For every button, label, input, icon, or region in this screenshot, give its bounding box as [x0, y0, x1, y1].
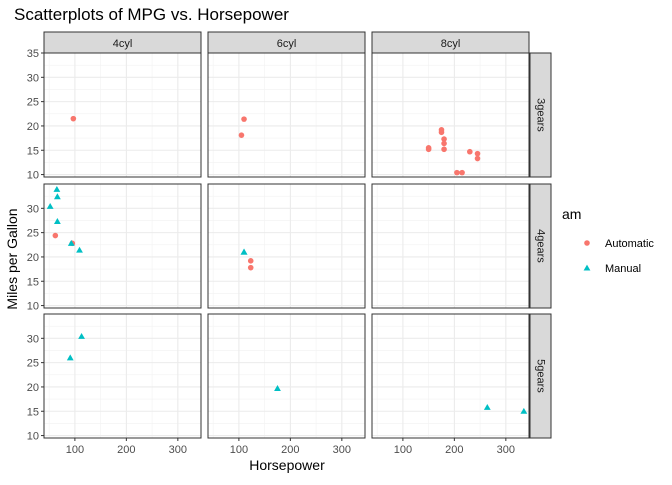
- panel-background: [208, 53, 365, 177]
- y-tick-label: 35: [27, 48, 39, 60]
- x-tick-label: 200: [445, 444, 463, 456]
- panel-background: [44, 314, 201, 438]
- y-tick-label: 20: [27, 121, 39, 133]
- facet-strip-col-label: 8cyl: [441, 38, 461, 50]
- y-tick-label: 25: [27, 358, 39, 370]
- y-tick-label: 25: [27, 228, 39, 240]
- panel-background: [44, 184, 201, 308]
- facet-strip-row: [529, 313, 552, 439]
- panel-background: [208, 314, 365, 438]
- data-point-manual: [520, 407, 528, 414]
- data-point-automatic: [474, 150, 481, 157]
- panel-background: [372, 53, 529, 177]
- panel-border: [371, 313, 530, 439]
- x-tick-label: 100: [230, 444, 248, 456]
- facet-strip-col-label: 4cyl: [113, 38, 133, 50]
- legend-label-manual: Manual: [605, 263, 641, 275]
- x-tick-label: 100: [66, 444, 84, 456]
- x-tick-label: 300: [333, 444, 351, 456]
- facet-strip-row: [529, 183, 552, 309]
- y-tick-label: 20: [27, 252, 39, 264]
- facet-strip-row: [529, 52, 552, 178]
- data-point-manual: [53, 185, 61, 192]
- data-point-automatic: [474, 155, 481, 162]
- panel-border: [207, 183, 366, 309]
- legend: am Automatic Manual: [562, 206, 654, 275]
- panel-background: [208, 184, 365, 308]
- chart-title: Scatterplots of MPG vs. Horsepower: [14, 5, 289, 24]
- x-tick-label: 200: [117, 444, 135, 456]
- x-axis-label: Horsepower: [249, 457, 325, 473]
- y-axis-label: Miles per Gallon: [4, 208, 20, 309]
- y-tick-label: 15: [27, 406, 39, 418]
- legend-key-manual: [583, 264, 591, 271]
- panel-border: [43, 52, 202, 178]
- y-tick-label: 30: [27, 72, 39, 84]
- x-tick-label: 200: [281, 444, 299, 456]
- data-point-automatic: [459, 169, 465, 176]
- panel-border: [43, 183, 202, 309]
- facet-strip-col-label: 6cyl: [277, 38, 297, 50]
- data-point-manual: [66, 354, 74, 361]
- data-point-manual: [53, 193, 61, 200]
- data-point-manual: [76, 246, 83, 253]
- data-point-manual: [78, 332, 85, 339]
- data-point-manual: [46, 202, 54, 209]
- data-point-automatic: [467, 148, 473, 155]
- y-tick-label: 20: [27, 382, 39, 394]
- y-tick-label: 30: [27, 203, 39, 215]
- panel-border: [207, 313, 366, 439]
- data-point-automatic: [70, 115, 77, 122]
- facet-panels: 4cyl 6cyl 8cyl 3gears 4gears 5gears 10 15 20 25 30…: [27, 31, 552, 456]
- y-tick-label: 10: [27, 301, 39, 313]
- data-point-manual: [53, 218, 61, 224]
- legend-label-automatic: Automatic: [605, 238, 654, 250]
- data-point-automatic: [241, 116, 247, 122]
- y-tick-label: 10: [27, 170, 39, 182]
- y-tick-label: 25: [27, 97, 39, 109]
- y-tick-label: 15: [27, 145, 39, 157]
- data-point-manual: [67, 239, 75, 246]
- data-point-automatic: [441, 146, 447, 153]
- panel-border: [43, 313, 202, 439]
- data-point-automatic: [52, 232, 59, 239]
- data-point-automatic: [441, 136, 447, 142]
- facet-strip-row-label: 3gears: [535, 98, 547, 132]
- panel-background: [44, 53, 201, 177]
- panel-background: [372, 314, 529, 438]
- x-tick-label: 100: [394, 444, 412, 456]
- legend-title: am: [562, 206, 581, 222]
- facet-strip-row-label: 4gears: [535, 229, 547, 263]
- panel-border: [207, 52, 366, 178]
- data-point-automatic: [441, 140, 447, 147]
- data-point-automatic: [438, 127, 445, 133]
- panel-background: [372, 184, 529, 308]
- data-point-manual: [274, 385, 281, 391]
- x-tick-label: 300: [169, 444, 187, 456]
- panel-border: [371, 183, 530, 309]
- data-point-automatic: [425, 146, 432, 153]
- data-point-automatic: [454, 169, 460, 176]
- data-point-automatic: [247, 264, 254, 271]
- data-point-manual: [240, 248, 248, 255]
- panel-border: [371, 52, 530, 178]
- facet-strip-row-label: 5gears: [535, 359, 547, 393]
- y-tick-label: 30: [27, 333, 39, 345]
- data-point-automatic: [247, 258, 254, 264]
- data-point-automatic: [238, 132, 245, 138]
- y-tick-label: 10: [27, 431, 39, 443]
- y-tick-label: 15: [27, 276, 39, 288]
- data-point-manual: [483, 403, 491, 410]
- x-tick-label: 300: [497, 444, 515, 456]
- legend-key-automatic: [584, 240, 590, 246]
